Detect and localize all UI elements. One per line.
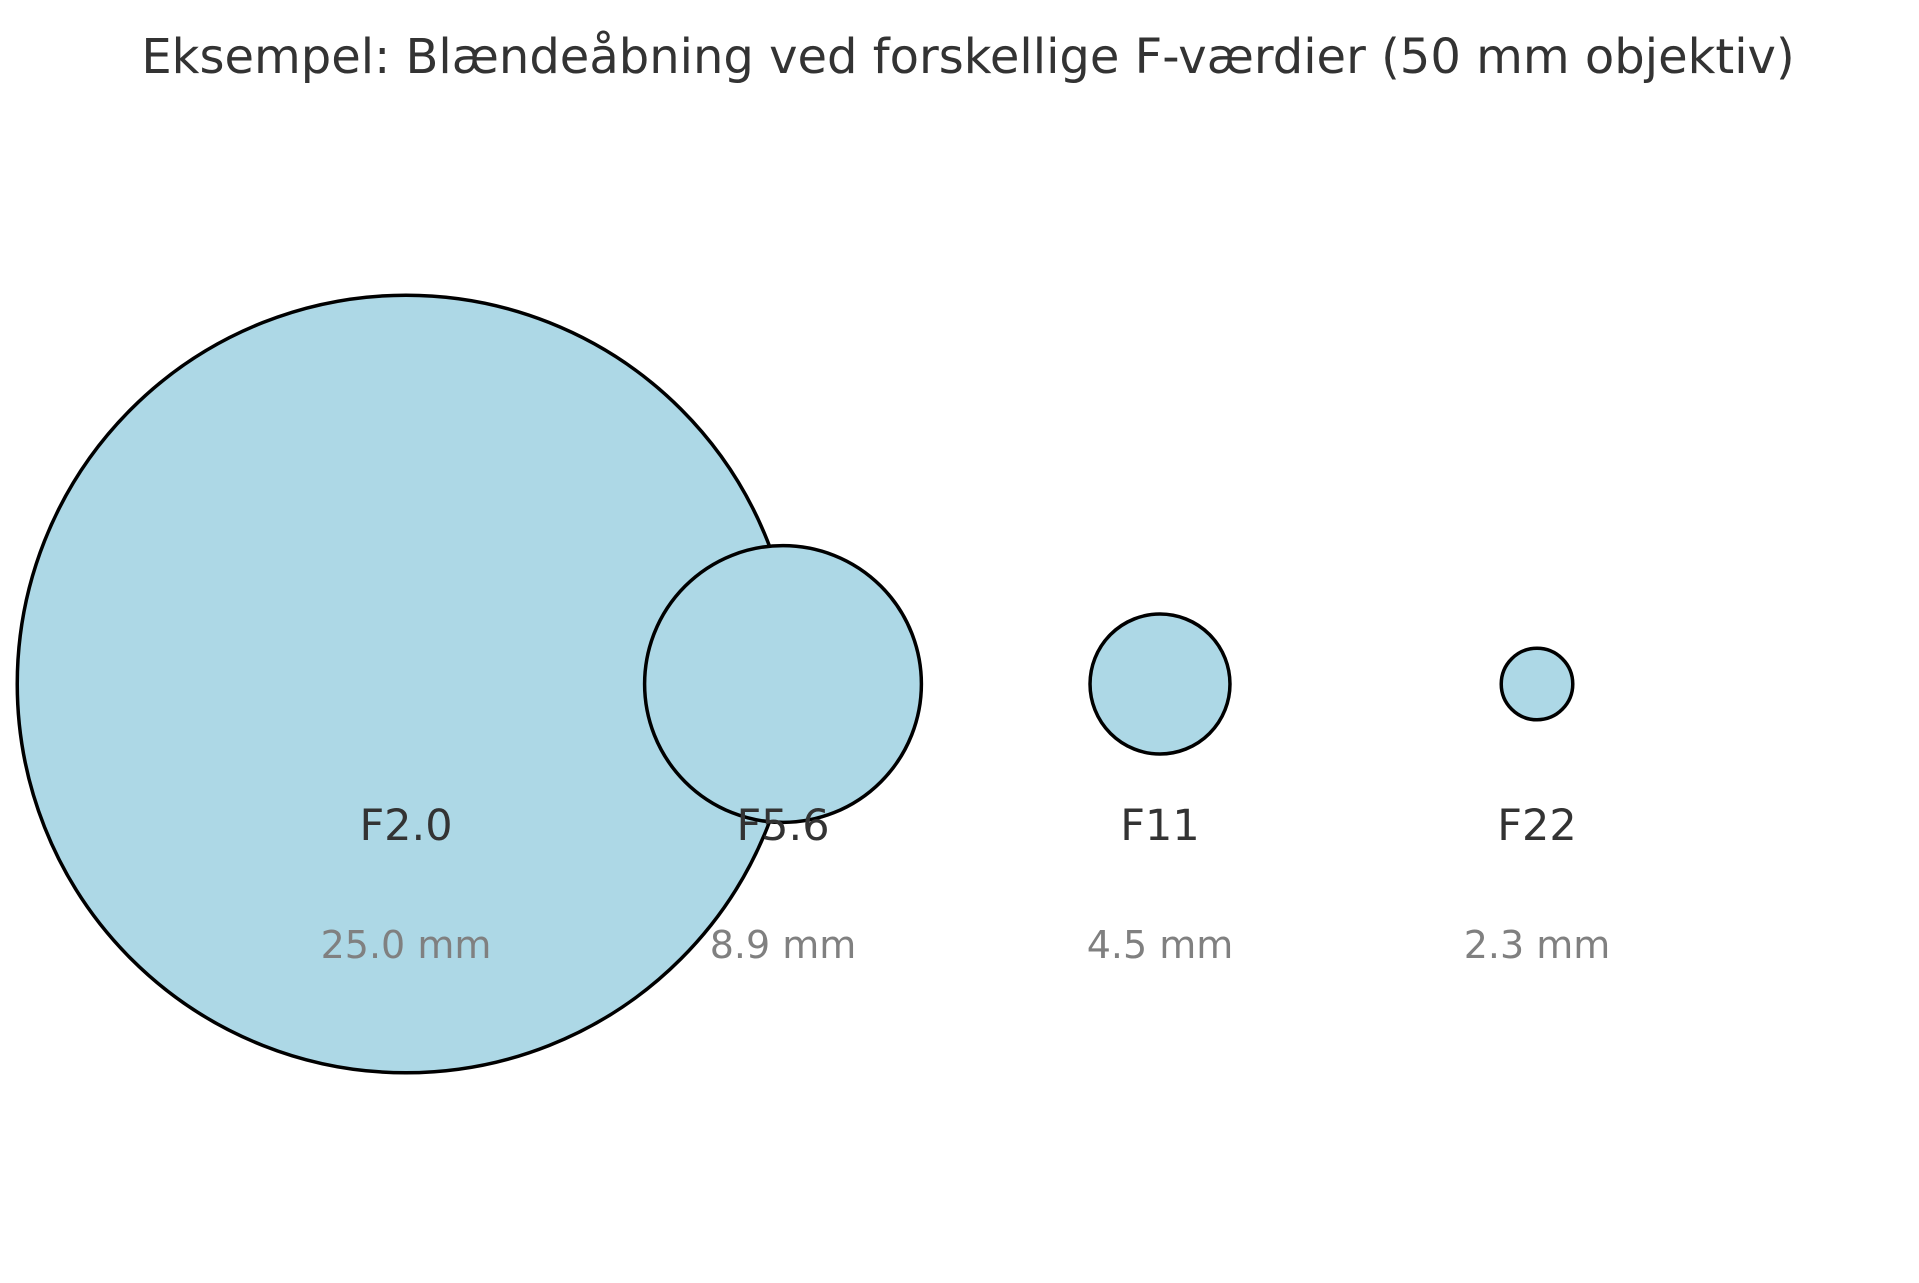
f-value-label-f22: F22 <box>1497 801 1576 851</box>
aperture-circle-f11 <box>1088 612 1232 756</box>
diagram-title: Eksempel: Blændeåbning ved forskellige F… <box>141 29 1794 85</box>
aperture-circle-f22 <box>1499 646 1575 722</box>
diameter-label-f22: 2.3 mm <box>1464 923 1611 967</box>
diameter-label-f5-6: 8.9 mm <box>710 923 857 967</box>
diameter-label-f2-0: 25.0 mm <box>321 923 492 967</box>
aperture-circle-f5-6 <box>642 543 924 825</box>
diameter-label-f11: 4.5 mm <box>1087 923 1234 967</box>
f-value-label-f5-6: F5.6 <box>736 801 829 851</box>
aperture-circles <box>15 293 1575 1075</box>
aperture-labels: F2.0 25.0 mm F5.6 8.9 mm F11 4.5 mm F22 2.3 mm <box>321 801 1611 967</box>
f-value-label-f2-0: F2.0 <box>359 801 452 851</box>
f-value-label-f11: F11 <box>1120 801 1199 851</box>
